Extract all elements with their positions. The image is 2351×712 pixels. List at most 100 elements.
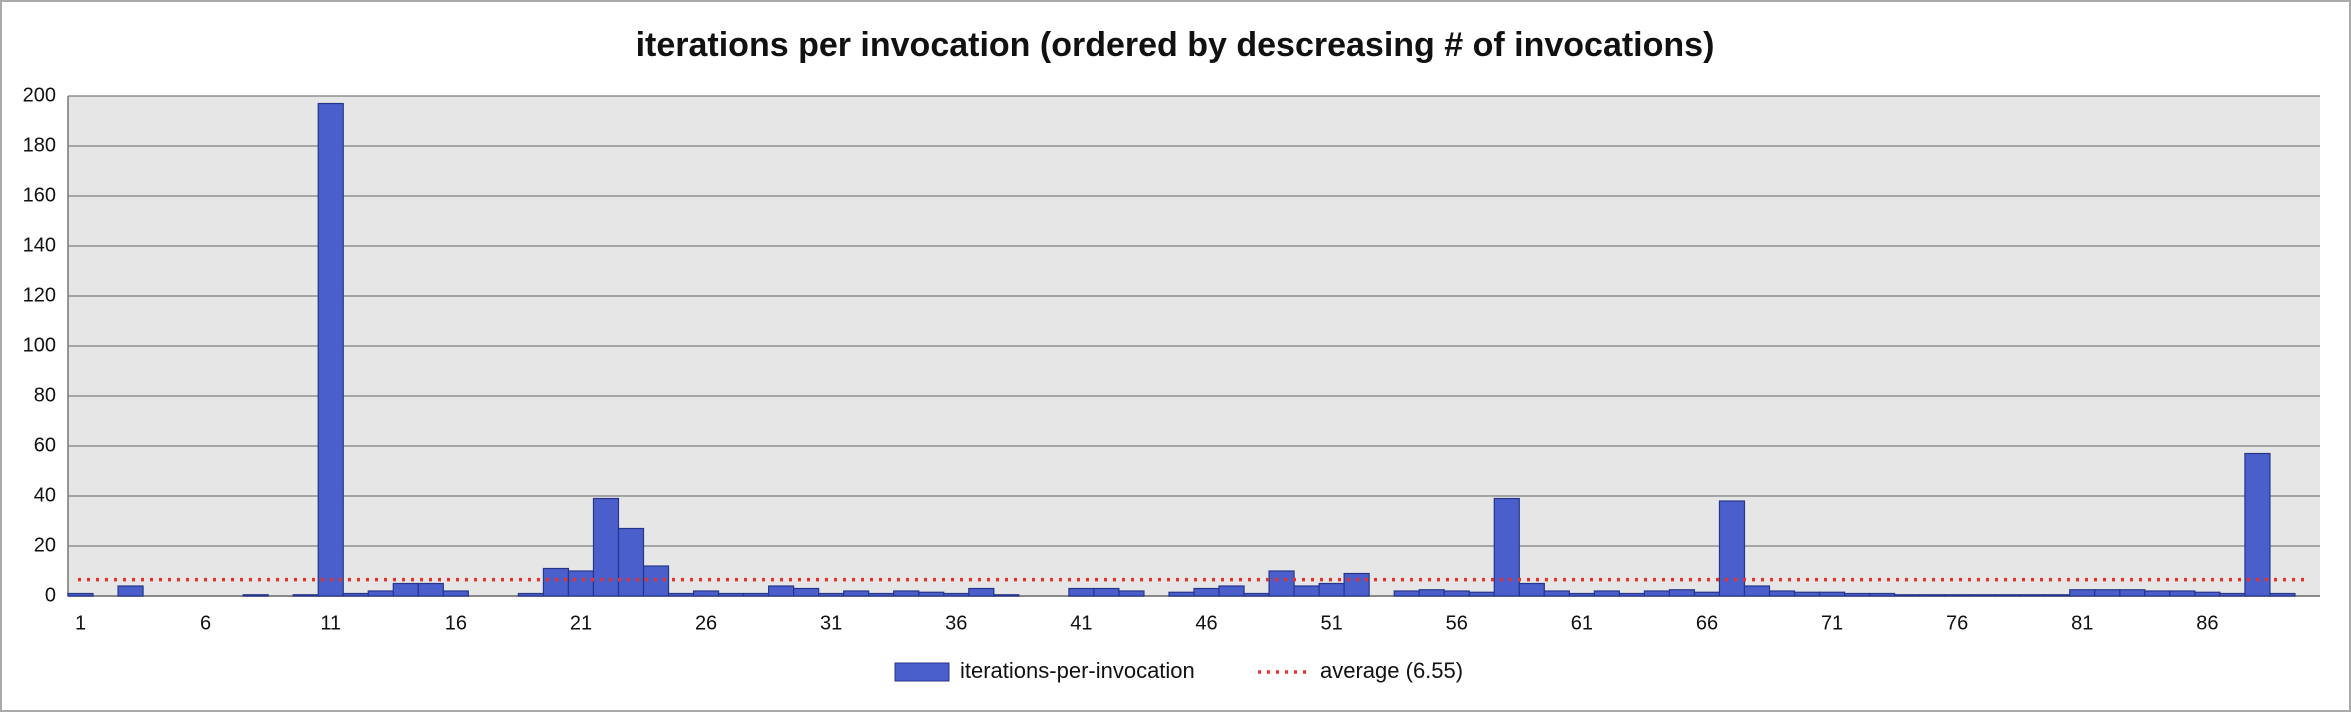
x-tick-label: 11 [320,612,341,634]
bar [417,582,444,597]
bar [1343,572,1370,597]
bar [1718,500,1746,597]
bar [67,592,94,597]
x-tick-label: 56 [1446,612,1468,634]
legend-swatch [894,662,950,682]
bar [517,592,545,597]
x-tick-label: 46 [1195,612,1217,634]
x-tick-label: 86 [2196,612,2218,634]
bar [993,594,1020,597]
bar [2069,589,2096,597]
bar [2094,589,2121,597]
x-tick-label: 66 [1696,612,1718,634]
x-tick-label: 71 [1821,612,1843,634]
bar [317,102,344,597]
x-tick-label: 31 [820,612,842,634]
bar [1168,591,1195,597]
bar [1668,589,1696,597]
bar [1894,594,1921,597]
bar [1919,594,1946,597]
bar [1868,592,1896,597]
bar [1268,570,1295,597]
x-tick-label: 1 [75,612,86,634]
bar [1418,589,1445,597]
bar [768,585,795,597]
x-tick-label: 21 [570,612,592,634]
bar [1218,585,1245,597]
bar [117,585,144,597]
x-tick-label: 6 [200,612,211,634]
bar [2269,592,2296,597]
bar [1543,590,1570,597]
bar [392,582,419,597]
y-tick-label: 160 [23,184,56,206]
x-tick-label: 81 [2071,612,2093,634]
x-tick-label: 26 [695,612,717,634]
y-tick-label: 140 [23,234,56,256]
bar [717,592,745,597]
bar [2194,591,2221,597]
bar [1443,590,1470,597]
y-tick-label: 120 [23,284,56,306]
legend-label: iterations-per-invocation [960,658,1195,683]
y-tick-label: 20 [34,534,56,556]
bar [1643,590,1671,597]
bar [1493,497,1520,597]
bar [2044,594,2071,597]
y-tick-label: 0 [45,584,56,606]
x-tick-label: 61 [1571,612,1593,634]
bar [918,591,945,597]
y-tick-label: 40 [34,484,56,506]
y-tick-label: 60 [34,434,56,456]
bar [292,594,319,597]
bar [2119,589,2146,597]
bar [1818,591,1846,597]
bar [1593,590,1620,597]
x-tick-label: 41 [1070,612,1092,634]
bar [667,592,695,597]
bar [1093,587,1120,597]
x-tick-label: 76 [1946,612,1968,634]
bar [1768,590,1796,597]
bar [617,527,645,597]
bar [1393,590,1420,597]
y-tick-label: 100 [23,334,56,356]
bar [868,592,895,597]
bar [793,587,820,597]
chart-title: iterations per invocation (ordered by de… [636,26,1715,64]
bar [1518,582,1545,597]
bar [2019,594,2046,597]
x-tick-label: 36 [945,612,967,634]
bar [1693,591,1721,597]
bar [1243,592,1270,597]
bar [592,497,620,597]
bar [968,587,995,597]
bar [542,567,570,597]
bar [442,590,469,597]
bar [1793,591,1821,597]
bar [567,570,595,597]
bar [1118,590,1145,597]
y-tick-label: 180 [23,134,56,156]
bar [2144,590,2171,597]
y-tick-label: 200 [23,84,56,106]
bar [818,592,845,597]
legend-label: average (6.55) [1320,658,1463,683]
y-tick-label: 80 [34,384,56,406]
bar [2169,590,2196,597]
bar [692,590,720,597]
bar [2219,592,2246,597]
bar [943,592,970,597]
x-tick-label: 51 [1320,612,1342,634]
bar [1944,594,1971,597]
bar [1318,582,1345,597]
bar [242,594,269,597]
bar [1568,592,1595,597]
bar [893,590,920,597]
bar [342,592,369,597]
bar [367,590,394,597]
bar [1969,594,1996,597]
bar [1618,592,1646,597]
bar [742,592,770,597]
